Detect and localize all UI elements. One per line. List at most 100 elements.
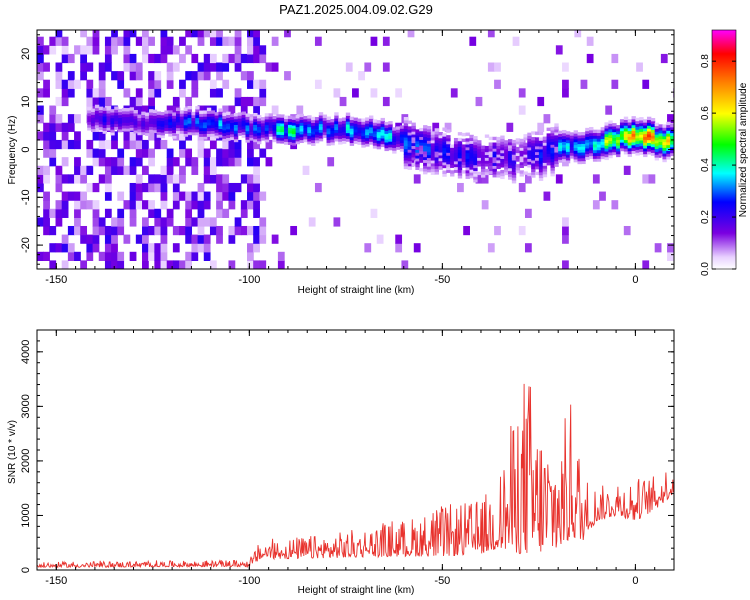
heatmap-ridge-cell (179, 110, 185, 114)
heatmap-ridge-cell (403, 154, 409, 158)
heatmap-ridge-cell (237, 132, 243, 136)
heatmap-noise-cell (92, 45, 100, 55)
heatmap-ridge-cell (457, 155, 463, 159)
heatmap-noise-cell (179, 174, 186, 184)
heatmap-ridge-cell (148, 129, 154, 133)
heatmap-ridge-cell (604, 142, 609, 146)
heatmap-ridge-cell (415, 129, 420, 133)
heatmap-noise-cell (179, 79, 186, 89)
heatmap-ridge-cell (303, 127, 308, 131)
heatmap-noise-cell (370, 36, 378, 46)
heatmap-noise-cell (216, 225, 223, 236)
heatmap-ridge-cell (226, 114, 231, 118)
heatmap-noise-cell (148, 225, 155, 236)
heatmap-noise-cell (197, 36, 205, 46)
heatmap-noise-cell (148, 182, 155, 193)
heatmap-ridge-cell (646, 128, 652, 132)
heatmap-ridge-cell (345, 118, 351, 122)
heatmap-ridge-cell (430, 171, 436, 175)
heatmap-ridge-cell (662, 150, 667, 154)
heatmap-ridge-cell (341, 126, 347, 130)
heatmap-ridge-cell (183, 119, 189, 123)
heatmap-ridge-cell (214, 132, 219, 136)
heatmap-ridge-cell (322, 126, 328, 130)
heatmap-noise-cell (135, 174, 143, 184)
heatmap-noise-cell (104, 96, 112, 107)
heatmap-noise-cell (37, 217, 44, 227)
heatmap-ridge-cell (423, 171, 428, 175)
heatmap-ridge-cell (646, 131, 652, 135)
heatmap-ridge-cell (199, 127, 204, 132)
heatmap-ridge-cell (164, 116, 169, 120)
heatmap-noise-cell (55, 200, 63, 210)
heatmap-ridge-cell (461, 147, 467, 151)
heatmap-ridge-cell (322, 120, 328, 124)
heatmap-ridge-cell (674, 138, 678, 141)
heatmap-ridge-cell (172, 129, 177, 134)
heatmap-ridge-cell (380, 143, 385, 148)
heatmap-ridge-cell (573, 156, 578, 160)
heatmap-ridge-cell (581, 160, 586, 165)
heatmap-noise-cell (67, 251, 75, 261)
heatmap-ridge-cell (148, 109, 154, 113)
heatmap-ridge-cell (423, 156, 428, 161)
heatmap-ridge-cell (569, 135, 575, 139)
heatmap-noise-cell (358, 71, 365, 81)
heatmap-ridge-cell (589, 126, 594, 131)
heatmap-noise-cell (129, 96, 137, 107)
heatmap-ridge-cell (488, 151, 494, 155)
heatmap-noise-cell (216, 174, 223, 184)
heatmap-ridge-cell (164, 121, 169, 126)
heatmap-ridge-cell (461, 161, 467, 165)
heatmap-ridge-cell (222, 112, 227, 116)
heatmap-ridge-cell (191, 111, 196, 116)
heatmap-ridge-cell (477, 171, 482, 176)
heatmap-ridge-cell (330, 133, 335, 137)
heatmap-ridge-cell (330, 127, 335, 131)
heatmap-noise-cell (37, 251, 44, 261)
heatmap-ridge-cell (596, 129, 602, 134)
heatmap-ridge-cell (450, 144, 455, 148)
heatmap-ridge-cell (237, 118, 243, 122)
heatmap-noise-cell (197, 217, 205, 227)
heatmap-ridge-cell (581, 131, 586, 136)
heatmap-ridge-cell (376, 125, 382, 130)
heatmap-ridge-cell (280, 114, 285, 118)
heatmap-ridge-cell (110, 129, 115, 133)
heatmap-noise-cell (179, 225, 186, 236)
heatmap-noise-cell (104, 139, 112, 150)
heatmap-noise-cell (49, 105, 57, 115)
heatmap-ridge-cell (164, 127, 169, 131)
heatmap-ridge-cell (589, 155, 594, 160)
heatmap-ridge-cell (253, 127, 258, 131)
heatmap-ridge-cell (631, 136, 636, 140)
heatmap-noise-cell (253, 182, 260, 193)
heatmap-ridge-cell (480, 145, 486, 149)
heatmap-ridge-cell (415, 137, 420, 142)
heatmap-ridge-cell (334, 138, 339, 142)
heatmap-xlabel: Height of straight line (km) (298, 285, 415, 296)
heatmap-ridge-cell (87, 127, 92, 131)
heatmap-ridge-cell (596, 149, 602, 154)
heatmap-ridge-cell (670, 146, 674, 151)
heatmap-ridge-cell (457, 163, 463, 168)
heatmap-ridge-cell (415, 160, 420, 165)
heatmap-ridge-cell (554, 131, 559, 136)
heatmap-ridge-cell (658, 138, 663, 143)
heatmap-ridge-cell (589, 129, 594, 134)
heatmap-ridge-cell (222, 138, 227, 142)
heatmap-ridge-cell (307, 115, 312, 119)
heatmap-ridge-cell (639, 134, 644, 138)
heatmap-noise-cell (135, 71, 143, 81)
heatmap-ridge-cell (596, 132, 602, 136)
heatmap-ridge-cell (384, 124, 389, 129)
heatmap-ridge-cell (318, 137, 324, 142)
heatmap-ridge-cell (407, 129, 412, 133)
heatmap-ridge-cell (585, 142, 590, 146)
heatmap-ridge-cell (218, 131, 223, 135)
heatmap-noise-cell (185, 260, 193, 269)
heatmap-noise-cell (148, 148, 155, 158)
heatmap-noise-cell (74, 157, 81, 167)
heatmap-ridge-cell (654, 137, 660, 141)
heatmap-ridge-cell (415, 146, 420, 150)
